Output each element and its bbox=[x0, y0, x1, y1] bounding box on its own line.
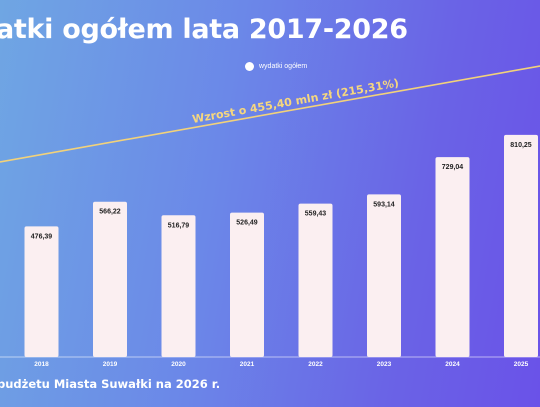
bar-2022 bbox=[298, 203, 333, 357]
x-tick-2025: 2025 bbox=[514, 361, 529, 368]
x-tick-2024: 2024 bbox=[445, 361, 460, 368]
legend-label: wydatki ogółem bbox=[259, 63, 308, 70]
value-label-2018: 476,39 bbox=[31, 233, 53, 240]
x-tick-2020: 2020 bbox=[171, 361, 186, 368]
bar-2020 bbox=[161, 215, 196, 357]
value-label-2022: 559,43 bbox=[305, 211, 327, 218]
legend: wydatki ogółem bbox=[245, 62, 307, 71]
value-label-2023: 593,14 bbox=[373, 201, 395, 208]
value-label-2019: 566,22 bbox=[99, 209, 121, 216]
bar-2025 bbox=[504, 134, 538, 357]
bar-2021 bbox=[230, 212, 264, 357]
value-label-2024: 729,04 bbox=[442, 164, 464, 171]
source-caption: budżetu Miasta Suwałki na 2026 r. bbox=[0, 377, 221, 391]
legend-marker-icon bbox=[245, 62, 254, 71]
chart-title: atki ogółem lata 2017-2026 bbox=[0, 14, 408, 45]
trend-line bbox=[0, 65, 540, 163]
value-label-2020: 516,79 bbox=[168, 222, 190, 229]
bar-2023 bbox=[367, 194, 401, 357]
bar-2018 bbox=[24, 226, 59, 357]
x-tick-2023: 2023 bbox=[377, 361, 392, 368]
x-tick-2019: 2019 bbox=[103, 361, 118, 368]
x-tick-2021: 2021 bbox=[240, 361, 255, 368]
bars-group: 476,39 2018 566,22 2019 516,79 2020 526,49 2021… bbox=[24, 134, 538, 368]
x-tick-2018: 2018 bbox=[34, 361, 49, 368]
bar-2024 bbox=[435, 157, 470, 357]
x-tick-2022: 2022 bbox=[308, 361, 323, 368]
value-label-2025: 810,25 bbox=[510, 142, 532, 149]
bar-2019 bbox=[93, 201, 127, 357]
value-label-2021: 526,49 bbox=[236, 220, 258, 227]
growth-annotation: Wzrost o 455,40 mln zł (215,31%) bbox=[191, 76, 400, 126]
